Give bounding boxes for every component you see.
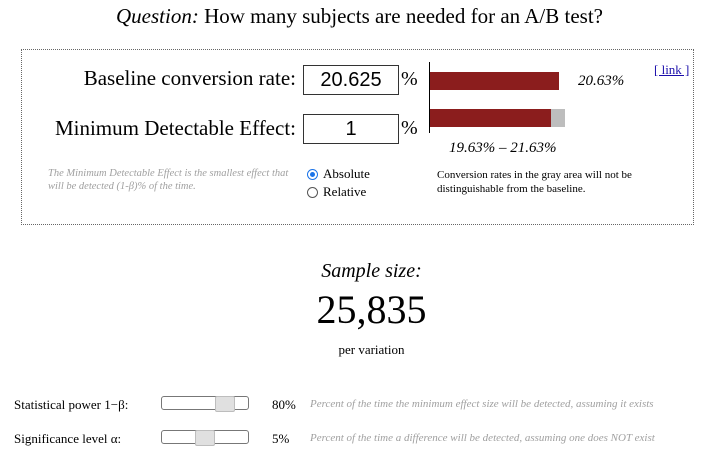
gray-area-note: Conversion rates in the gray area will n… xyxy=(437,169,632,195)
significance-note: Percent of the time a difference will be… xyxy=(310,432,655,444)
baseline-bar xyxy=(430,72,559,90)
sample-size-label: Sample size: xyxy=(321,260,422,282)
significance-slider-thumb[interactable] xyxy=(195,430,215,446)
radio-absolute-dot[interactable] xyxy=(307,168,318,180)
radio-relative-dot[interactable] xyxy=(307,186,318,198)
power-slider[interactable] xyxy=(161,396,249,412)
radio-relative-label[interactable]: Relative xyxy=(323,184,367,199)
significance-slider[interactable] xyxy=(161,430,249,446)
page-title: Question: How many subjects are needed f… xyxy=(0,4,719,29)
significance-value: 5% xyxy=(272,431,290,446)
mde-input[interactable] xyxy=(303,114,399,144)
bar-axis xyxy=(429,62,430,133)
mde-range: 19.63% – 21.63% xyxy=(449,140,557,156)
permalink[interactable]: [ link ] xyxy=(654,62,690,77)
sample-size-value: 25,835 xyxy=(316,287,427,332)
input-panel xyxy=(21,49,694,225)
question-label: Question: xyxy=(116,4,199,28)
baseline-label: Baseline conversion rate: xyxy=(83,66,296,90)
baseline-input[interactable] xyxy=(303,65,399,95)
baseline-unit: % xyxy=(401,68,418,90)
radio-absolute[interactable]: Absolute xyxy=(307,166,370,182)
radio-relative[interactable]: Relative xyxy=(307,184,366,200)
significance-label: Significance level α: xyxy=(14,431,122,446)
power-value: 80% xyxy=(272,397,296,412)
mde-gray-area xyxy=(551,109,565,127)
per-variation-label: per variation xyxy=(338,342,405,357)
baseline-bar-value: 20.63% xyxy=(578,73,625,89)
link[interactable]: [ link ] xyxy=(654,62,689,78)
mde-label: Minimum Detectable Effect: xyxy=(54,116,296,140)
power-note: Percent of the time the minimum effect s… xyxy=(310,398,654,410)
question-text: How many subjects are needed for an A/B … xyxy=(204,4,603,28)
mde-note: The Minimum Detectable Effect is the sma… xyxy=(48,168,289,192)
power-slider-thumb[interactable] xyxy=(215,396,235,412)
power-label: Statistical power 1−β: xyxy=(14,397,129,412)
mde-unit: % xyxy=(401,117,418,139)
radio-absolute-label[interactable]: Absolute xyxy=(323,166,370,181)
mde-bar xyxy=(430,109,551,127)
